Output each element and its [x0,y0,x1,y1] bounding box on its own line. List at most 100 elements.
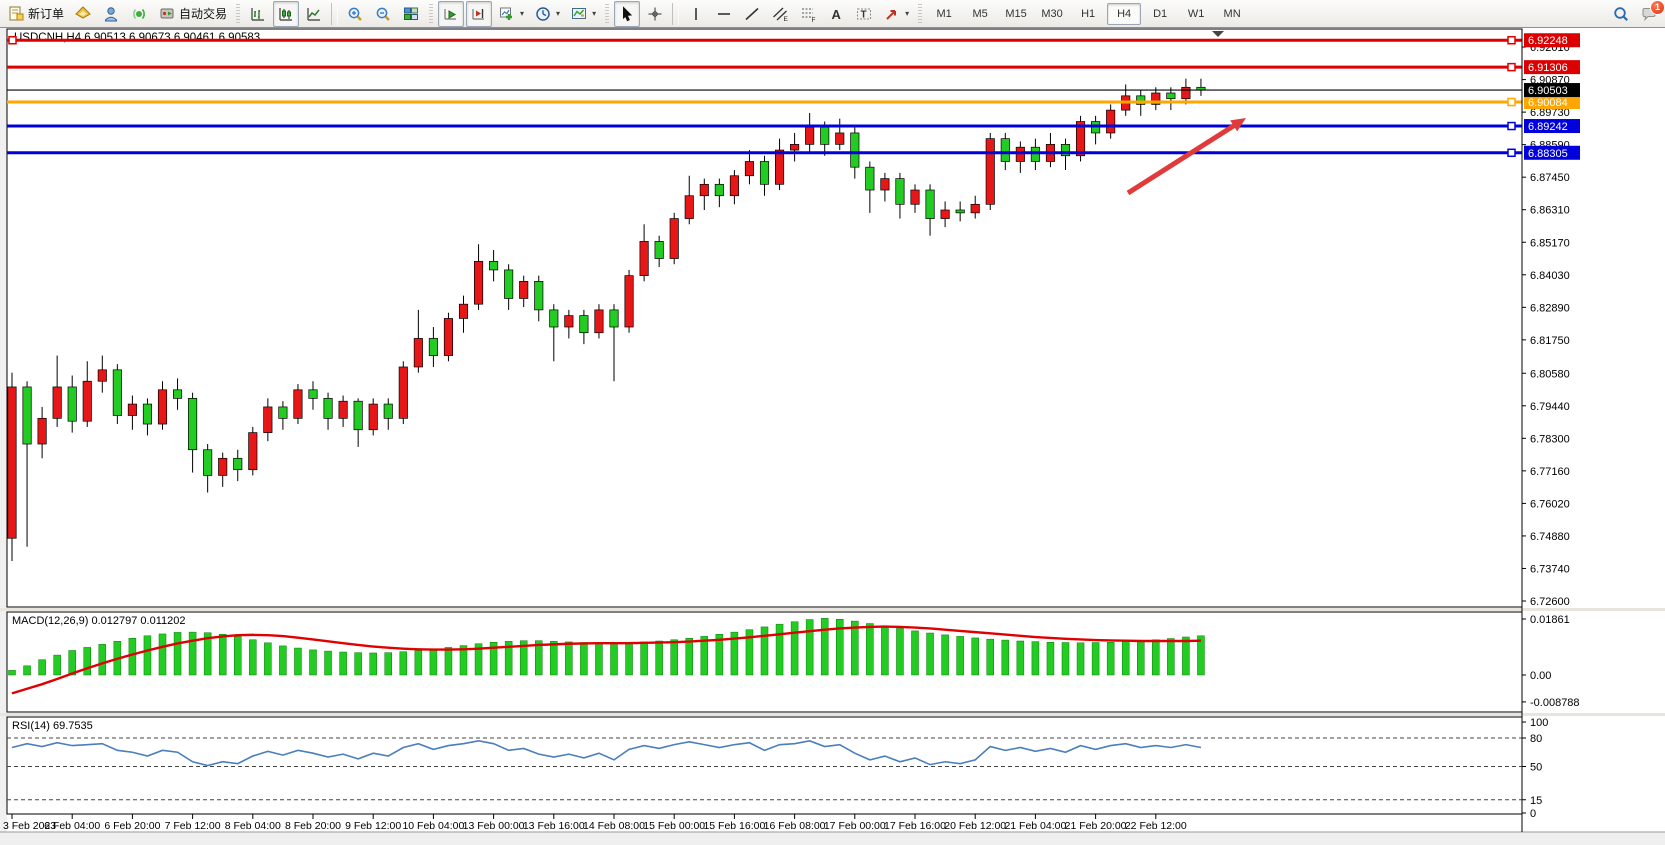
chevron-down-icon: ▾ [556,9,561,18]
candlestick-chart-button[interactable] [273,0,300,27]
timeframe-button-d1[interactable]: D1 [1153,7,1168,20]
line-chart-button[interactable] [301,1,327,27]
rsi-tick-label: 0 [1530,808,1536,820]
time-tick-label: 13 Feb 00:00 [463,820,525,832]
arrows-icon [886,9,897,20]
price-badge-6.88305: 6.88305 [1524,145,1580,160]
chevron-down-icon: ▾ [592,9,597,18]
price-tick-label: 6.79440 [1530,401,1570,413]
arrows-button[interactable]: ▾ [879,1,913,27]
timeframe-button-m15[interactable]: M15 [1005,7,1027,20]
timeframe-button-h1[interactable]: H1 [1081,7,1096,20]
rsi-label: RSI(14) 69.7535 [12,720,93,732]
crosshair-button[interactable] [642,1,668,27]
zoom-out-button[interactable] [370,1,396,27]
text-label-button[interactable]: T [851,1,877,27]
panel-splitter[interactable] [0,713,1665,716]
svg-text:6.92248: 6.92248 [1528,35,1568,47]
chart-shift-marker[interactable] [1212,31,1224,37]
time-tick-label: 15 Feb 16:00 [703,820,765,832]
auto-trading-button[interactable]: 自动交易 [154,1,231,27]
template-icon [572,7,587,19]
zoom-in-icon [348,7,362,21]
trend-arrow-annotation[interactable] [1126,118,1246,196]
panel-splitter[interactable] [0,608,1665,611]
navigator-button[interactable] [98,1,124,27]
time-tick-label: 8 Feb 04:00 [225,820,281,832]
new-order-button[interactable]: 新订单 [3,1,68,27]
chart-title: USDCNH,H4 6.90513 6.90673 6.90461 6.9058… [14,32,260,44]
svg-text:T: T [861,9,867,20]
price-badge-6.90503: 6.90503 [1524,83,1580,98]
market-watch-icon [75,5,91,19]
chart-shift-button[interactable] [466,0,493,27]
auto-scroll-icon [444,8,457,20]
new-chart-button[interactable]: ▾ [494,1,528,27]
notifications-button[interactable]: 1 [1636,0,1665,27]
equidistant-channel-button[interactable]: E [767,1,793,27]
svg-text:6.90503: 6.90503 [1528,85,1568,97]
zoom-in-button[interactable] [342,1,368,27]
time-tick-label: 14 Feb 08:00 [583,820,645,832]
rsi-panel[interactable] [7,737,1522,801]
bar-chart-icon [251,7,265,21]
auto-scroll-button[interactable] [438,0,465,27]
tile-windows-button[interactable] [398,1,424,27]
text-icon: A [832,7,842,22]
market-watch-button[interactable] [70,1,96,27]
chevron-down-icon: ▾ [520,9,525,18]
time-tick-label: 22 Feb 12:00 [1125,820,1187,832]
rsi-tick-label: 80 [1530,733,1542,745]
time-tick-label: 15 Feb 00:00 [643,820,705,832]
new-chart-icon [500,7,513,20]
bar-chart-button[interactable] [245,1,271,27]
cursor-button[interactable] [614,0,641,27]
chart-shift-icon [472,8,485,20]
signals-button[interactable] [126,1,152,27]
price-badge-6.89242: 6.89242 [1524,119,1580,134]
new-order-icon [9,6,24,20]
timeframe-button-m5[interactable]: M5 [972,7,988,20]
vertical-line-button[interactable] [683,1,709,27]
toolbar-separator [331,2,339,25]
line-chart-icon [307,7,321,21]
price-badge-6.91306: 6.91306 [1524,60,1580,75]
horizontal-line-button[interactable] [711,1,737,27]
timeframe-button-m30[interactable]: M30 [1041,7,1063,20]
macd-tick-label: -0.008788 [1530,697,1580,709]
timeframe-button-w1[interactable]: W1 [1187,7,1205,20]
timeframe-button-m1[interactable]: M1 [936,7,952,20]
periods-button[interactable]: ▾ [530,1,564,27]
horizontal-line-object-6.90084[interactable] [7,97,1522,107]
horizontal-line-object-6.88305[interactable] [7,148,1522,158]
timeframe-button-h4[interactable]: H4 [1107,2,1142,25]
search-button[interactable] [1608,1,1634,27]
templates-button[interactable]: ▾ [566,1,600,27]
macd-panel[interactable] [8,618,1205,695]
candlestick-chart-icon [279,7,293,21]
toolbar-grip [236,3,241,24]
time-tick-label: 21 Feb 20:00 [1065,820,1127,832]
price-tick-label: 6.84030 [1530,270,1570,282]
price-tick-label: 6.87450 [1530,172,1570,184]
tile-windows-icon [404,7,419,20]
fibonacci-button[interactable]: F [795,1,821,27]
vertical-line-icon [695,7,697,20]
price-tick-label: 6.77160 [1530,466,1570,478]
text-button[interactable]: A [823,1,849,27]
trendline-button[interactable] [739,1,765,27]
horizontal-line-object-6.91306[interactable] [7,62,1522,72]
time-tick-label: 6 Feb 20:00 [104,820,160,832]
price-badge-6.90084: 6.90084 [1524,95,1580,110]
timeframe-button-mn[interactable]: MN [1223,7,1241,20]
time-tick-label: 17 Feb 16:00 [884,820,946,832]
horizontal-line-object-6.92248[interactable] [7,35,1522,45]
macd-tick-label: 0.00 [1530,670,1551,682]
svg-text:6.89242: 6.89242 [1528,121,1568,133]
svg-text:6.88305: 6.88305 [1528,148,1568,160]
horizontal-line-object-6.89242[interactable] [7,121,1522,131]
price-tick-label: 6.72600 [1530,596,1570,608]
time-tick-label: 7 Feb 12:00 [165,820,221,832]
